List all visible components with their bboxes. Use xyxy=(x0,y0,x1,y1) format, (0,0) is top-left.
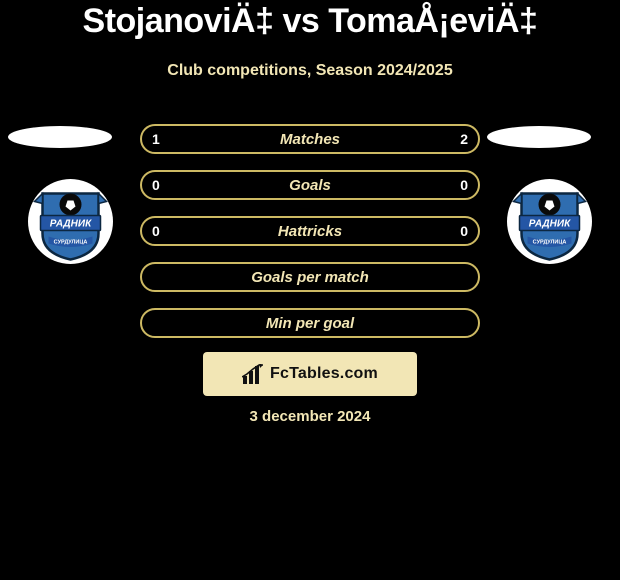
stat-value-left: 0 xyxy=(152,223,160,239)
stat-value-right: 2 xyxy=(460,131,468,147)
page-title: StojanoviÄ‡ vs TomaÅ¡eviÄ‡ xyxy=(0,2,620,41)
player-left-oval xyxy=(8,126,112,148)
club-badge-right: РАДНИК СУРДУЛИЦА xyxy=(500,179,599,264)
stat-row: 0 0 Hattricks xyxy=(140,216,480,246)
stat-label: Min per goal xyxy=(266,315,354,332)
stat-row: 0 0 Goals xyxy=(140,170,480,200)
stat-value-right: 0 xyxy=(460,223,468,239)
stat-label: Goals xyxy=(289,177,331,194)
footer-date: 3 december 2024 xyxy=(0,408,620,425)
svg-text:СУРДУЛИЦА: СУРДУЛИЦА xyxy=(533,240,567,246)
svg-text:СУРДУЛИЦА: СУРДУЛИЦА xyxy=(54,240,88,246)
stat-value-left: 1 xyxy=(152,131,160,147)
shield-icon: РАДНИК СУРДУЛИЦА xyxy=(500,179,599,264)
stat-row: Min per goal xyxy=(140,308,480,338)
stat-value-left: 0 xyxy=(152,177,160,193)
footer-brand: FcTables.com xyxy=(203,352,417,396)
stat-value-right: 0 xyxy=(460,177,468,193)
club-badge-left: РАДНИК СУРДУЛИЦА xyxy=(21,179,120,264)
footer-brand-text: FcTables.com xyxy=(270,365,378,383)
stat-row: Goals per match xyxy=(140,262,480,292)
shield-icon: РАДНИК СУРДУЛИЦА xyxy=(21,179,120,264)
svg-text:РАДНИК: РАДНИК xyxy=(50,219,92,230)
stat-label: Hattricks xyxy=(278,223,342,240)
stat-label: Matches xyxy=(280,131,340,148)
player-right-oval xyxy=(487,126,591,148)
stat-label: Goals per match xyxy=(251,269,369,286)
stat-row: 1 2 Matches xyxy=(140,124,480,154)
svg-text:РАДНИК: РАДНИК xyxy=(529,219,571,230)
subtitle: Club competitions, Season 2024/2025 xyxy=(0,62,620,80)
bar-chart-icon xyxy=(242,364,264,384)
